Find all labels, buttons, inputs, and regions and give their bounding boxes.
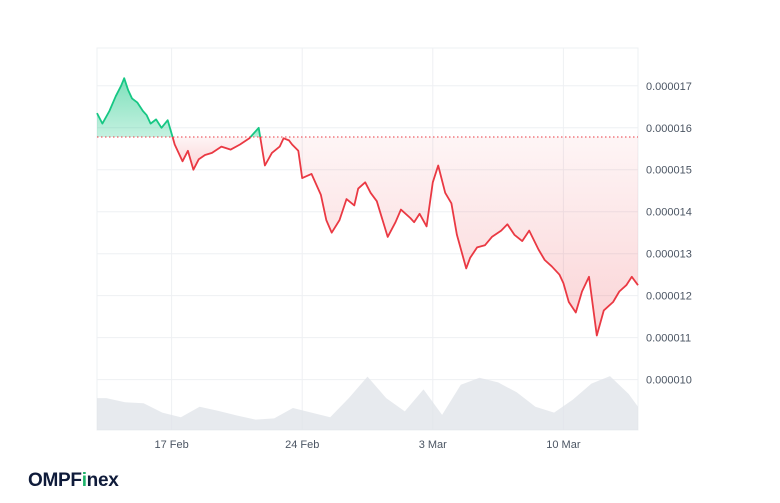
- y-tick-label: 0.000017: [646, 81, 692, 93]
- y-tick-label: 0.000010: [646, 375, 692, 387]
- price-area-below: [172, 137, 251, 170]
- price-line-below: [171, 136, 252, 171]
- brand-name-accent: i: [81, 470, 87, 491]
- brand-name-prefix: OMPF: [28, 470, 82, 491]
- brand-logo: OMPFinex: [28, 470, 119, 492]
- price-line-below: [259, 136, 639, 337]
- y-tick-label: 0.000012: [646, 291, 692, 303]
- x-tick-label: 10 Mar: [546, 439, 581, 451]
- price-lines: [96, 77, 639, 337]
- volume-area: [97, 376, 638, 430]
- brand-name-suffix: nex: [86, 470, 119, 491]
- volume-shape: [97, 376, 638, 430]
- price-line-above: [96, 77, 174, 138]
- x-tick-label: 24 Feb: [285, 439, 319, 451]
- y-tick-label: 0.000016: [646, 123, 692, 135]
- price-line-above: [249, 126, 262, 138]
- y-axis-labels: 0.000017 0.000016 0.000015 0.000014 0.000013…: [646, 81, 692, 387]
- y-tick-label: 0.000015: [646, 165, 692, 177]
- x-axis-labels: 17 Feb 24 Feb 3 Mar 10 Mar: [154, 439, 580, 451]
- x-tick-label: 3 Mar: [419, 439, 447, 451]
- y-tick-label: 0.000011: [646, 333, 691, 345]
- y-tick-label: 0.000014: [646, 207, 692, 219]
- price-area-below: [260, 137, 638, 336]
- price-areas: [97, 78, 638, 336]
- x-tick-label: 17 Feb: [154, 439, 188, 451]
- y-tick-label: 0.000013: [646, 249, 692, 261]
